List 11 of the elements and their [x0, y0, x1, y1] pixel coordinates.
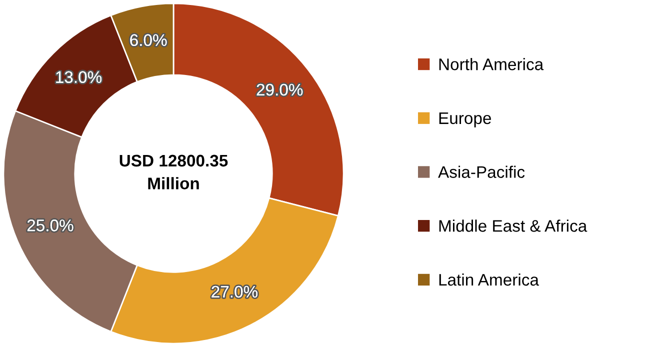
legend-label: North America [439, 58, 544, 70]
data-label: 6.0% [130, 34, 167, 46]
data-label: 13.0% [56, 71, 102, 83]
legend-label: Latin America [439, 273, 539, 286]
data-label: 25.0% [27, 220, 74, 232]
legend-label: Asia-Pacific [438, 166, 525, 178]
text: USD 12800.35 Million [120, 154, 228, 190]
legend-label: Europe [439, 112, 492, 128]
data-label: 27.0% [212, 286, 258, 298]
legend-label: Middle East & Africa [439, 220, 588, 232]
data-label: 29.0% [256, 84, 303, 96]
